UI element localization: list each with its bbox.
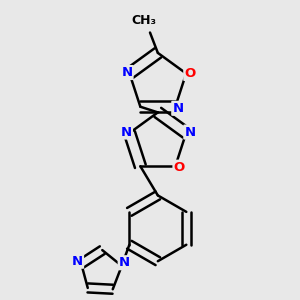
Text: N: N [119,256,130,269]
Text: O: O [173,161,185,174]
Text: N: N [72,255,83,268]
Text: N: N [172,102,183,115]
Text: N: N [122,66,133,79]
Text: O: O [184,67,196,80]
Text: CH₃: CH₃ [132,14,157,27]
Text: N: N [121,125,132,139]
Text: N: N [184,125,196,139]
